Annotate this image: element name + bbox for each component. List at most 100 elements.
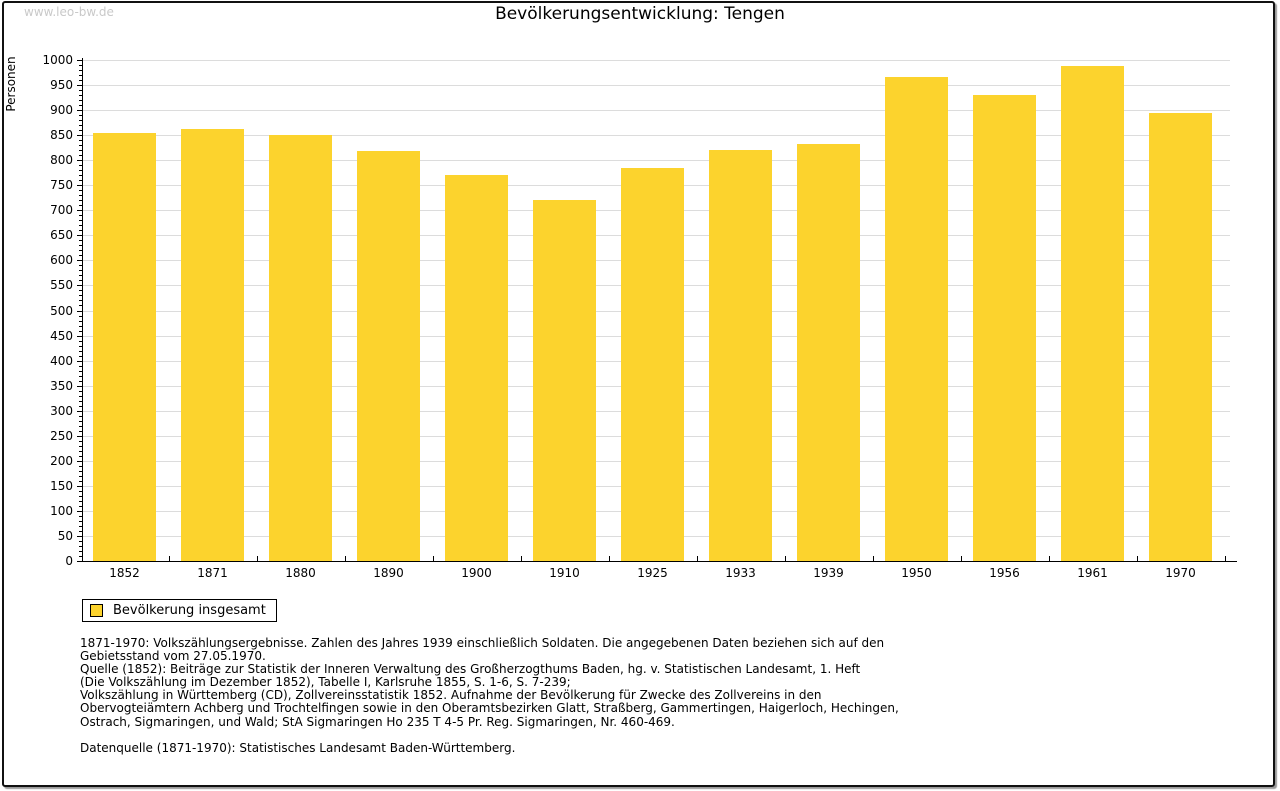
y-major-tick (77, 485, 82, 487)
y-tick-label-950: 950 (50, 78, 73, 93)
footnote-line: 1871-1970: Volkszählungsergebnisse. Zahl… (80, 636, 885, 650)
y-tick-label-50: 50 (57, 528, 73, 543)
y-minor-tick (79, 70, 82, 72)
y-minor-tick (79, 415, 82, 417)
y-minor-tick (79, 530, 82, 532)
x-tick (696, 556, 698, 561)
y-tick-label-400: 400 (50, 353, 73, 368)
y-minor-tick (79, 245, 82, 247)
y-minor-tick (79, 325, 82, 327)
x-tick-label-1933: 1933 (725, 566, 756, 580)
y-minor-tick (79, 375, 82, 377)
y-minor-tick (79, 145, 82, 147)
y-tick-label-650: 650 (50, 228, 73, 243)
y-minor-tick (79, 345, 82, 347)
y-major-tick (77, 335, 82, 337)
x-tick (872, 556, 874, 561)
y-minor-tick (79, 250, 82, 252)
y-major-tick (77, 210, 82, 212)
y-minor-tick (79, 205, 82, 207)
x-tick-label-1871: 1871 (197, 566, 228, 580)
y-major-tick (77, 310, 82, 312)
x-tick (520, 556, 522, 561)
footnote-line: Gebietsstand vom 27.05.1970. (80, 649, 266, 664)
footnote-line: Quelle (1852): Beiträge zur Statistik de… (80, 662, 861, 677)
bar-1950 (885, 76, 948, 561)
y-major-tick (77, 260, 82, 262)
y-tick-label-100: 100 (50, 503, 73, 518)
y-major-tick (77, 160, 82, 162)
bar-1933 (709, 149, 772, 561)
y-minor-tick (79, 125, 82, 127)
y-minor-tick (79, 220, 82, 222)
x-tick-label-1852: 1852 (109, 566, 140, 580)
y-tick-label-0: 0 (65, 554, 73, 568)
x-tick (344, 556, 346, 561)
y-minor-tick (79, 390, 82, 392)
y-minor-tick (79, 95, 82, 97)
legend-label: Bevölkerung insgesamt (113, 603, 266, 618)
y-tick-label-200: 200 (50, 453, 73, 468)
bar-1970 (1149, 113, 1212, 561)
y-major-tick (77, 460, 82, 462)
y-major-tick (77, 385, 82, 387)
y-minor-tick (79, 200, 82, 202)
x-tick (168, 556, 170, 561)
y-minor-tick (79, 120, 82, 122)
bar-1890 (357, 150, 420, 561)
y-tick-label-900: 900 (50, 103, 73, 118)
y-minor-tick (79, 105, 82, 107)
bar-1900 (445, 174, 508, 561)
y-tick-label-250: 250 (50, 428, 73, 443)
bar-1925 (621, 167, 684, 561)
y-minor-tick (79, 330, 82, 332)
x-tick (784, 556, 786, 561)
y-minor-tick (79, 305, 82, 307)
y-minor-tick (79, 240, 82, 242)
y-tick-label-500: 500 (50, 303, 73, 318)
y-tick-label-1000: 1000 (42, 53, 73, 67)
y-minor-tick (79, 290, 82, 292)
y-minor-tick (79, 365, 82, 367)
y-minor-tick (79, 465, 82, 467)
legend-swatch-icon (90, 604, 103, 617)
x-tick-label-1890: 1890 (373, 566, 404, 580)
x-tick-label-1900: 1900 (461, 566, 492, 580)
footnote-line: Volkszählung in Württemberg (CD), Zollve… (80, 688, 822, 703)
y-minor-tick (79, 450, 82, 452)
y-minor-tick (79, 540, 82, 542)
y-minor-tick (79, 90, 82, 92)
y-minor-tick (79, 455, 82, 457)
bar-1910 (533, 200, 596, 561)
y-minor-tick (79, 75, 82, 77)
y-minor-tick (79, 370, 82, 372)
y-minor-tick (79, 140, 82, 142)
x-tick (1224, 556, 1226, 561)
y-minor-tick (79, 520, 82, 522)
y-major-tick (77, 235, 82, 237)
y-minor-tick (79, 180, 82, 182)
footnote-line: Obervogteiämtern Achberg und Trochtelfin… (80, 701, 899, 716)
y-minor-tick (79, 155, 82, 157)
bar-1871 (181, 128, 244, 561)
y-minor-tick (79, 295, 82, 297)
y-minor-tick (79, 340, 82, 342)
x-tick-label-1956: 1956 (989, 566, 1020, 580)
y-minor-tick (79, 445, 82, 447)
x-tick-label-1880: 1880 (285, 566, 316, 580)
x-tick-label-1910: 1910 (549, 566, 580, 580)
bar-1961 (1061, 65, 1124, 561)
y-minor-tick (79, 505, 82, 507)
y-major-tick (77, 410, 82, 412)
y-minor-tick (79, 440, 82, 442)
y-minor-tick (79, 65, 82, 66)
y-major-tick (77, 285, 82, 287)
y-minor-tick (79, 280, 82, 282)
y-major-tick (77, 561, 82, 562)
y-minor-tick (79, 395, 82, 397)
y-minor-tick (79, 80, 82, 82)
watermark: www.leo-bw.de (24, 5, 114, 19)
y-minor-tick (79, 265, 82, 267)
x-tick (960, 556, 962, 561)
y-tick-label-750: 750 (50, 178, 73, 193)
